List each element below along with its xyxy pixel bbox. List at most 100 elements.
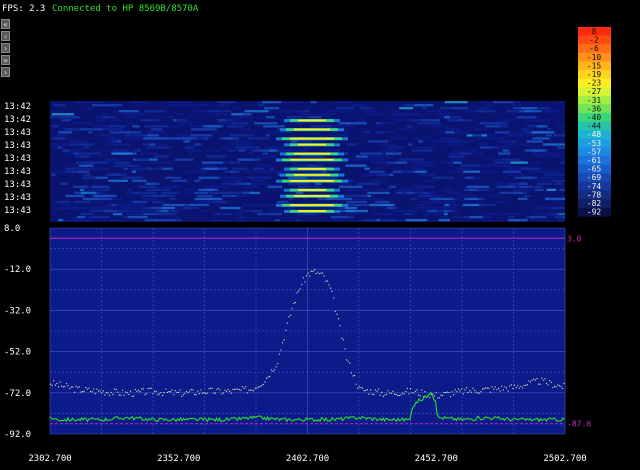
waterfall-noise: [449, 203, 459, 207]
waterfall-noise: [230, 134, 254, 137]
waterfall-noise: [531, 152, 557, 155]
trace-point: [258, 386, 260, 388]
waterfall-noise: [133, 191, 157, 195]
waterfall-noise: [366, 113, 383, 116]
legend-swatch: [578, 104, 611, 114]
expand-all-button[interactable]: »: [1, 55, 10, 65]
waterfall-noise: [236, 209, 250, 213]
waterfall-noise: [358, 158, 384, 161]
waterfall-noise: [154, 218, 176, 222]
waterfall-noise: [80, 128, 105, 131]
trace-point: [322, 272, 324, 274]
waterfall-noise: [79, 152, 102, 155]
waterfall-noise: [513, 188, 532, 191]
trace-point: [323, 275, 325, 277]
trace-point: [138, 389, 140, 391]
waterfall-noise: [262, 101, 282, 104]
trace-point: [518, 387, 520, 389]
waterfall-noise: [92, 104, 97, 107]
collapse-all-button[interactable]: «: [1, 19, 10, 29]
waterfall-noise: [126, 131, 142, 134]
waterfall-noise: [339, 185, 363, 188]
waterfall-noise: [499, 140, 513, 143]
trace-point: [115, 388, 117, 390]
waterfall-noise: [50, 116, 64, 119]
legend-value: -23: [587, 79, 602, 88]
waterfall-noise: [502, 149, 510, 152]
waterfall-noise: [146, 146, 172, 149]
waterfall-noise: [417, 146, 431, 149]
waterfall-noise: [257, 104, 265, 107]
time-label: 13:42: [4, 115, 32, 125]
waterfall-noise: [499, 191, 524, 195]
trace-point: [309, 275, 311, 277]
legend-swatch: [578, 138, 611, 148]
waterfall-noise: [291, 122, 306, 125]
trace-point: [56, 382, 58, 384]
waterfall-noise: [265, 170, 276, 173]
waterfall-display[interactable]: [50, 101, 565, 222]
time-label: 13:43: [4, 154, 32, 164]
step-left-button[interactable]: ‹: [1, 31, 10, 41]
trace-point: [317, 271, 319, 273]
waterfall-noise: [335, 212, 358, 216]
trace-point: [170, 391, 172, 393]
waterfall-noise: [521, 128, 534, 131]
signal-burst-core: [294, 128, 330, 131]
waterfall-noise: [78, 164, 94, 167]
trace-point: [494, 386, 496, 388]
waterfall-noise: [415, 203, 428, 207]
waterfall-noise: [275, 170, 301, 173]
step-right-button[interactable]: ›: [1, 43, 10, 53]
spectrum-plot[interactable]: 3.0 -87.0 8.0 -12.0 -32.0 -52.0 -72.0 -9…: [0, 222, 640, 470]
waterfall-noise: [272, 212, 279, 216]
waterfall-noise: [546, 188, 557, 191]
trace-point: [491, 386, 493, 388]
waterfall-noise: [491, 158, 502, 161]
waterfall-noise: [216, 104, 229, 107]
waterfall-noise: [162, 203, 185, 207]
waterfall-noise: [168, 104, 191, 107]
waterfall-noise: [80, 191, 100, 195]
waterfall-noise: [157, 212, 178, 216]
signal-burst-core: [298, 210, 326, 213]
trace-point: [346, 359, 348, 361]
waterfall-noise: [365, 194, 372, 198]
time-label: 13:43: [4, 193, 32, 203]
trace-point: [326, 280, 328, 282]
waterfall-noise: [335, 107, 355, 110]
waterfall-noise: [475, 110, 496, 113]
waterfall-noise: [231, 113, 243, 116]
trace-point: [470, 391, 472, 393]
waterfall-noise: [479, 143, 488, 146]
waterfall-noise: [126, 191, 139, 195]
trace-point: [123, 394, 125, 396]
trace-point: [189, 390, 191, 392]
legend-swatch: [578, 44, 611, 54]
waterfall-noise: [270, 167, 275, 170]
scroll-right-button[interactable]: ›: [1, 67, 10, 77]
trace-point: [184, 392, 186, 394]
trace-point: [155, 390, 157, 392]
trace-point: [546, 382, 548, 384]
trace-point: [478, 392, 480, 394]
waterfall-noise: [474, 170, 501, 173]
waterfall-noise: [150, 191, 156, 195]
waterfall-noise: [413, 164, 436, 167]
legend-value: -27: [587, 87, 602, 96]
trace-point: [142, 388, 144, 390]
waterfall-noise: [517, 197, 528, 201]
waterfall-noise: [346, 122, 367, 125]
waterfall-noise: [342, 194, 369, 198]
waterfall-noise: [398, 158, 424, 161]
trace-point: [290, 314, 292, 316]
legend-value: -53: [587, 139, 602, 148]
waterfall-noise: [67, 128, 90, 131]
waterfall-noise: [498, 152, 511, 155]
trace-point: [54, 384, 56, 386]
waterfall-noise: [140, 152, 159, 155]
trace-point: [522, 387, 524, 389]
trace-point: [496, 389, 498, 391]
waterfall-noise: [77, 215, 86, 219]
legend-value: -31: [587, 96, 602, 105]
